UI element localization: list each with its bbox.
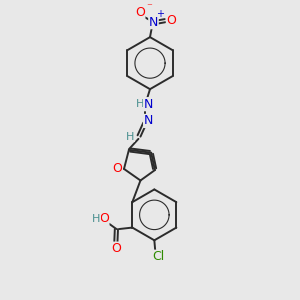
Text: N: N: [144, 114, 153, 128]
Text: O: O: [167, 14, 176, 27]
Text: Cl: Cl: [152, 250, 164, 263]
Text: O: O: [112, 162, 122, 176]
Text: H: H: [92, 214, 100, 224]
Text: O: O: [111, 242, 121, 255]
Text: O: O: [99, 212, 109, 225]
Text: H: H: [136, 99, 145, 109]
Text: N: N: [149, 16, 158, 28]
Text: +: +: [156, 9, 164, 19]
Text: N: N: [144, 98, 153, 111]
Text: ⁻: ⁻: [146, 3, 152, 13]
Text: H: H: [126, 131, 134, 142]
Text: O: O: [135, 6, 145, 19]
